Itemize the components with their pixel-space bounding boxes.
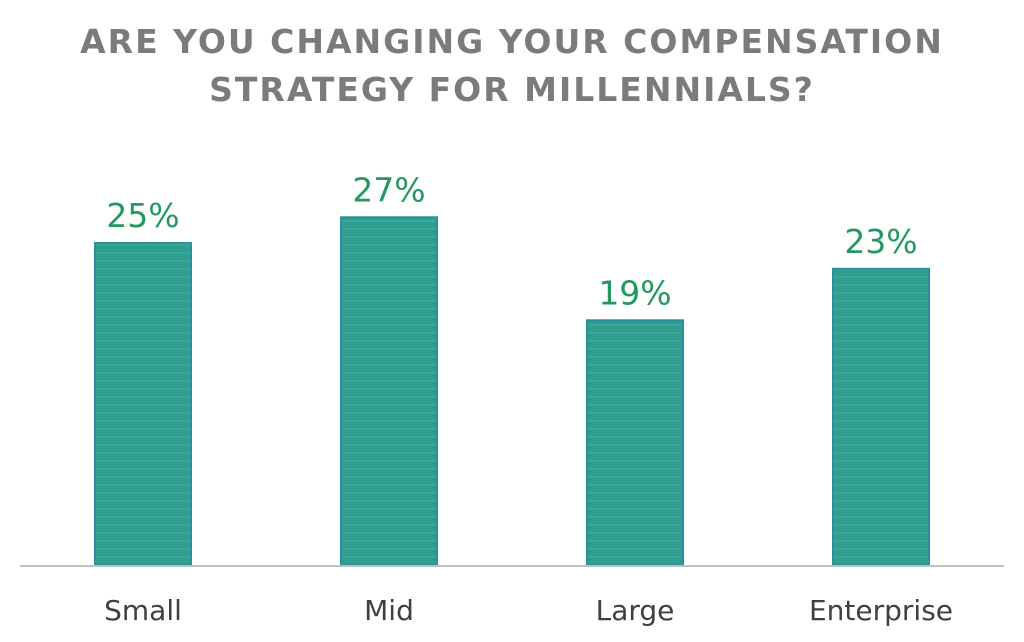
chart-title-line-2: STRATEGY FOR MILLENNIALS? [209, 70, 815, 109]
x-tick-label-large: Large [596, 594, 675, 627]
x-tick-label-mid: Mid [364, 594, 414, 627]
bar-large [586, 319, 684, 567]
data-label-small: 25% [106, 196, 179, 235]
bars-layer [94, 216, 930, 567]
x-tick-label-small: Small [104, 594, 182, 627]
data-label-enterprise: 23% [844, 222, 917, 261]
bar-small [94, 242, 192, 566]
labels-layer: 25% Small 27% Mid 19% Large 23% Enterprise [104, 170, 953, 627]
chart-title: ARE YOU CHANGING YOUR COMPENSATION STRAT… [0, 18, 1024, 114]
x-tick-label-enterprise: Enterprise [809, 594, 953, 627]
data-label-mid: 27% [352, 170, 425, 209]
data-label-large: 19% [598, 273, 671, 312]
chart-title-line-1: ARE YOU CHANGING YOUR COMPENSATION [80, 22, 944, 61]
bar-mid [340, 216, 438, 566]
bar-enterprise [832, 267, 930, 566]
